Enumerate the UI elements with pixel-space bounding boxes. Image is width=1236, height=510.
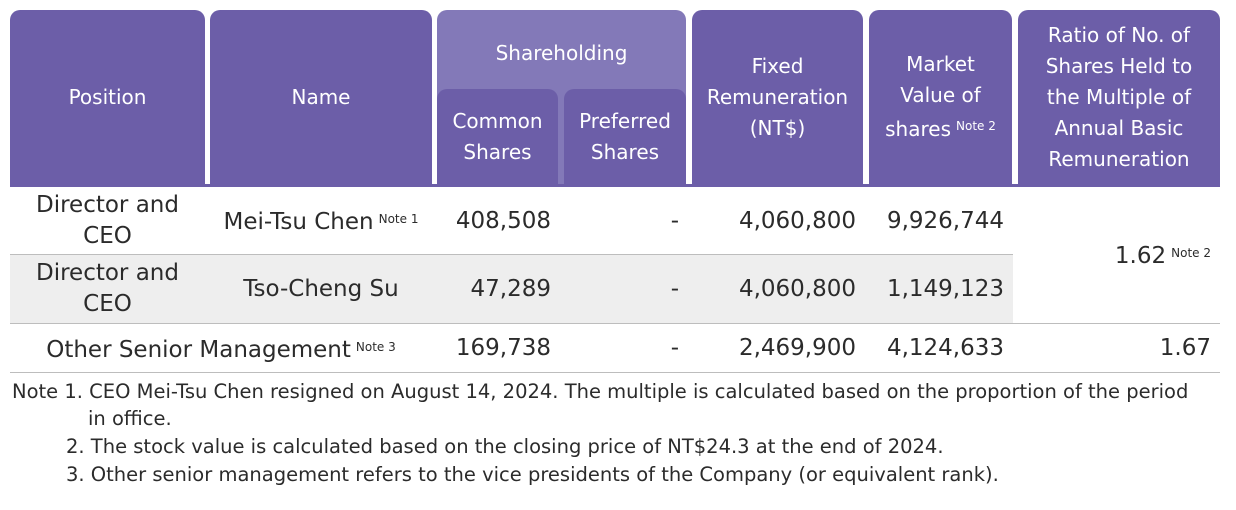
header-ratio-l4: Annual Basic xyxy=(1054,115,1184,140)
market-cell: 4,124,633 xyxy=(869,325,1004,372)
common-value: 169,738 xyxy=(455,335,551,361)
common-cell: 47,289 xyxy=(437,256,551,322)
header-fixed-l2: Remuneration xyxy=(706,84,849,109)
ratio-cell: 1.67 xyxy=(1018,325,1211,372)
header-bottom-rule xyxy=(10,184,1220,187)
note-2: 2. The stock value is calculated based o… xyxy=(66,435,944,458)
common-cell: 169,738 xyxy=(437,325,551,372)
common-cell: 408,508 xyxy=(437,188,551,254)
common-value: 47,289 xyxy=(470,275,551,302)
position-l2: CEO xyxy=(83,223,132,249)
fixed-cell: 2,469,900 xyxy=(692,325,856,372)
header-market-l3: shares xyxy=(885,117,951,141)
header-market-note: Note 2 xyxy=(956,119,996,133)
position-l2: CEO xyxy=(83,291,132,317)
note-1-continued: in office. xyxy=(88,407,172,430)
market-value: 1,149,123 xyxy=(886,275,1004,302)
name-text: Tso-Cheng Su xyxy=(243,275,399,302)
market-value: 4,124,633 xyxy=(886,335,1004,361)
header-preferred-l2: Shares xyxy=(590,139,660,164)
common-value: 408,508 xyxy=(455,207,551,234)
header-ratio: Ratio of No. of Shares Held to the Multi… xyxy=(1018,10,1220,184)
market-cell: 9,926,744 xyxy=(869,188,1004,254)
name-cell: Tso-Cheng Su xyxy=(210,256,432,322)
other-position-cell: Other Senior Management Note 3 xyxy=(10,325,432,372)
fixed-value: 4,060,800 xyxy=(738,275,856,302)
other-position-note: Note 3 xyxy=(355,339,396,354)
fixed-value: 4,060,800 xyxy=(738,207,856,234)
other-position-text: Other Senior Management xyxy=(46,336,351,363)
header-common-shares: Common Shares xyxy=(437,89,558,184)
preferred-cell: - xyxy=(564,256,679,322)
position-l1: Director and xyxy=(36,192,179,218)
header-name: Name xyxy=(210,10,432,184)
fixed-cell: 4,060,800 xyxy=(692,256,856,322)
header-market-value: Market Value of shares Note 2 xyxy=(869,10,1012,184)
preferred-value: - xyxy=(670,275,679,302)
header-position-label: Position xyxy=(68,84,147,109)
preferred-value: - xyxy=(670,335,679,361)
market-cell: 1,149,123 xyxy=(869,256,1004,322)
header-preferred-l1: Preferred xyxy=(579,108,671,133)
header-fixed-remuneration: Fixed Remuneration (NT$) xyxy=(692,10,863,184)
header-preferred-shares: Preferred Shares xyxy=(564,89,686,184)
fixed-value: 2,469,900 xyxy=(738,335,856,361)
market-value: 9,926,744 xyxy=(886,207,1004,234)
header-position: Position xyxy=(10,10,205,184)
header-name-label: Name xyxy=(291,84,351,109)
header-shareholding-label: Shareholding xyxy=(495,41,628,65)
fixed-cell: 4,060,800 xyxy=(692,188,856,254)
merged-ratio-note: Note 2 xyxy=(1171,246,1211,260)
name-note: Note 1 xyxy=(378,212,419,226)
row-divider-3 xyxy=(10,372,1220,373)
note-1: Note 1. CEO Mei-Tsu Chen resigned on Aug… xyxy=(12,380,1189,403)
header-common-l1: Common xyxy=(452,108,543,133)
header-fixed-l1: Fixed xyxy=(751,53,804,78)
note-3: 3. Other senior management refers to the… xyxy=(66,463,999,486)
header-market-l1: Market xyxy=(906,52,975,76)
preferred-value: - xyxy=(670,207,679,234)
name-cell: Mei-Tsu Chen Note 1 xyxy=(210,188,432,254)
row-divider-2 xyxy=(10,323,1220,324)
header-ratio-l2: Shares Held to xyxy=(1045,53,1193,78)
header-ratio-l3: the Multiple of xyxy=(1046,84,1192,109)
merged-ratio-cell: 1.62 Note 2 xyxy=(1018,220,1211,290)
header-ratio-l1: Ratio of No. of xyxy=(1047,22,1191,47)
position-cell: Director and CEO xyxy=(10,256,205,322)
position-cell: Director and CEO xyxy=(10,188,205,254)
merged-ratio-value: 1.62 xyxy=(1114,243,1167,269)
name-text: Mei-Tsu Chen xyxy=(223,209,374,235)
ratio-value: 1.67 xyxy=(1159,335,1211,361)
header-common-l2: Shares xyxy=(463,139,532,164)
position-l1: Director and xyxy=(36,260,179,286)
preferred-cell: - xyxy=(564,188,679,254)
header-market-l2: Value of xyxy=(900,83,981,107)
header-fixed-l3: (NT$) xyxy=(749,115,806,140)
row-divider-1 xyxy=(10,254,1013,255)
row-shading xyxy=(10,255,1013,323)
header-ratio-l5: Remuneration xyxy=(1048,146,1190,171)
preferred-cell: - xyxy=(564,325,679,372)
